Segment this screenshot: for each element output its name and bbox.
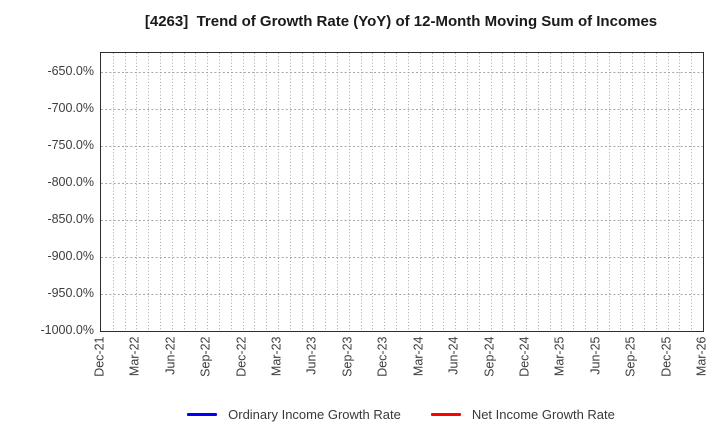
x-tick-label: Jun-24	[446, 336, 461, 375]
x-tick-label: Sep-22	[198, 336, 213, 377]
x-tick-label: Dec-23	[375, 336, 390, 377]
y-tick-label: -850.0%	[47, 211, 94, 226]
x-tick-label: Mar-23	[269, 336, 284, 377]
x-tick-label: Mar-26	[694, 336, 709, 377]
x-tick-label: Dec-22	[234, 336, 249, 377]
chart-title: [4263] Trend of Growth Rate (YoY) of 12-…	[144, 13, 658, 30]
ordinary-income-line-swatch	[187, 412, 218, 416]
legend-label-ordinary-income: Ordinary Income Growth Rate	[228, 406, 401, 422]
y-tick-label: -900.0%	[47, 248, 94, 263]
y-tick-label: -1000.0%	[40, 323, 94, 337]
legend-item-ordinary-income: Ordinary Income Growth Rate	[187, 407, 401, 422]
x-tick-label: Dec-21	[92, 336, 107, 377]
x-tick-label: Jun-25	[588, 336, 603, 375]
legend-label-net-income: Net Income Growth Rate	[471, 406, 615, 422]
x-tick-label: Mar-22	[127, 336, 142, 377]
x-tick-label: Dec-24	[517, 336, 532, 377]
y-tick-label: -950.0%	[47, 285, 94, 300]
y-tick-label: -700.0%	[47, 100, 94, 115]
x-tick-label: Sep-25	[623, 336, 638, 377]
grid	[101, 53, 703, 331]
x-tick-label: Dec-25	[659, 336, 674, 377]
x-tick-label: Jun-22	[163, 336, 178, 375]
x-tick-label: Sep-24	[482, 336, 497, 377]
y-tick-label: -650.0%	[47, 63, 94, 78]
x-tick-label: Mar-24	[411, 336, 426, 377]
x-tick-label: Jun-23	[304, 336, 319, 375]
x-tick-label: Mar-25	[552, 336, 567, 377]
y-tick-label: -800.0%	[47, 174, 94, 189]
net-income-line-swatch	[430, 412, 461, 416]
plot-area	[100, 52, 704, 332]
legend: Ordinary Income Growth Rate Net Income G…	[100, 403, 702, 425]
legend-item-net-income: Net Income Growth Rate	[430, 406, 615, 422]
y-tick-label: -750.0%	[47, 137, 94, 152]
x-tick-label: Sep-23	[340, 336, 355, 377]
